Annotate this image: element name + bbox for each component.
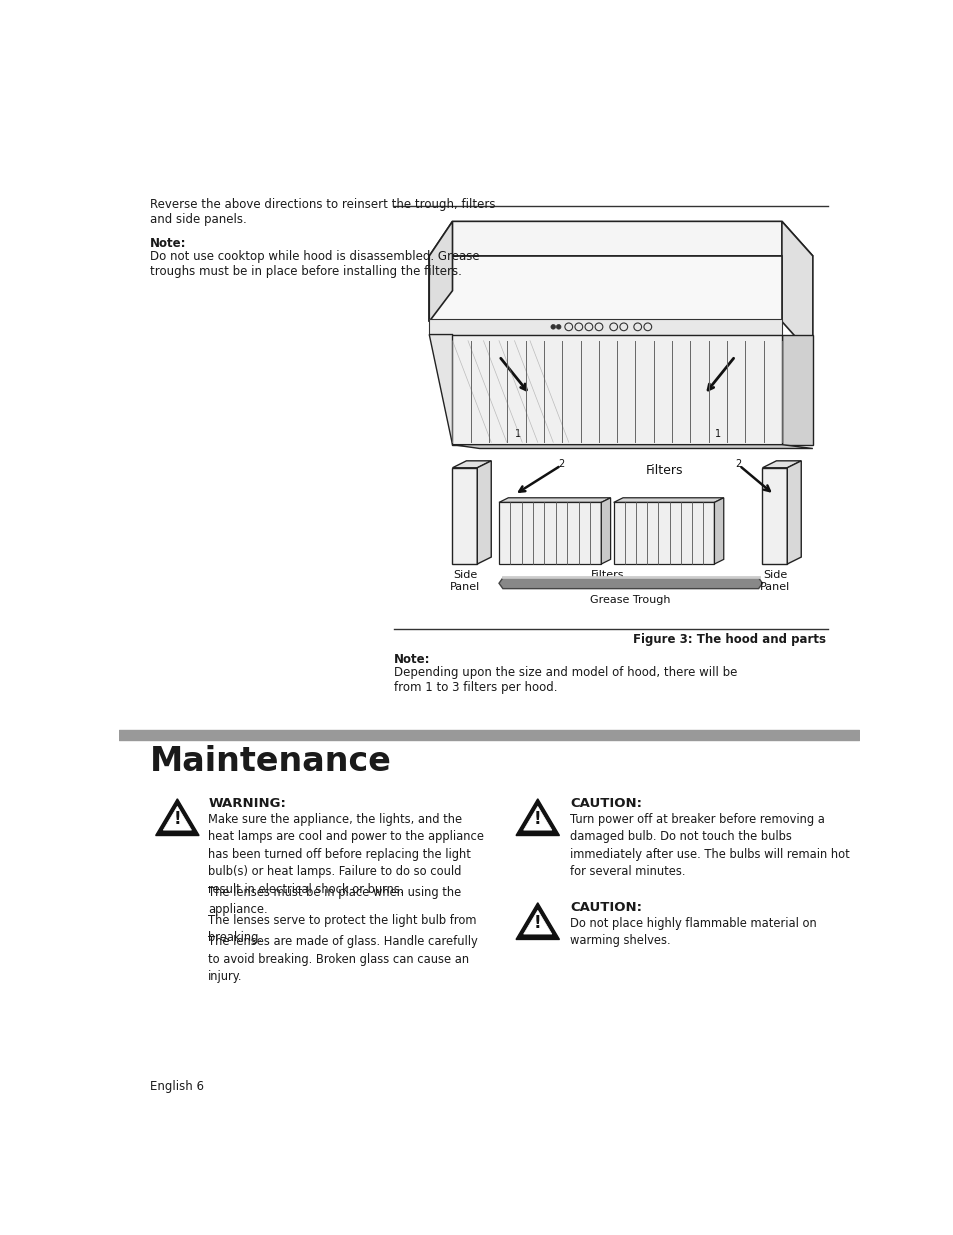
Text: Reverse the above directions to reinsert the trough, filters
and side panels.: Reverse the above directions to reinsert… [150, 199, 496, 226]
Text: English 6: English 6 [150, 1079, 204, 1093]
Polygon shape [155, 799, 199, 836]
Text: 2: 2 [558, 459, 564, 469]
Text: Filters: Filters [645, 464, 683, 477]
Text: The lenses must be in place when using the
appliance.: The lenses must be in place when using t… [208, 885, 461, 916]
Polygon shape [761, 461, 801, 468]
Polygon shape [452, 445, 812, 448]
Text: Do not use cooktop while hood is disassembled. Grease
troughs must be in place b: Do not use cooktop while hood is disasse… [150, 249, 479, 278]
Text: Turn power off at breaker before removing a
damaged bulb. Do not touch the bulbs: Turn power off at breaker before removin… [570, 813, 849, 878]
Polygon shape [429, 221, 452, 321]
Text: Depending upon the size and model of hood, there will be
from 1 to 3 filters per: Depending upon the size and model of hoo… [394, 666, 737, 694]
Polygon shape [498, 498, 610, 503]
Text: Side
Panel: Side Panel [449, 571, 479, 592]
Polygon shape [516, 903, 558, 940]
Text: 1: 1 [514, 430, 520, 440]
Text: CAUTION:: CAUTION: [570, 798, 641, 810]
Polygon shape [476, 461, 491, 564]
Text: Maintenance: Maintenance [150, 745, 392, 778]
Text: The lenses serve to protect the light bulb from
breaking.: The lenses serve to protect the light bu… [208, 914, 476, 944]
Text: Do not place highly flammable material on
warming shelves.: Do not place highly flammable material o… [570, 916, 816, 947]
Polygon shape [498, 578, 761, 589]
Text: 1: 1 [714, 430, 720, 440]
Polygon shape [600, 498, 610, 564]
Text: Filters: Filters [590, 571, 623, 580]
Text: !: ! [534, 914, 541, 932]
Polygon shape [781, 221, 812, 356]
Polygon shape [523, 910, 551, 934]
Text: WARNING:: WARNING: [208, 798, 286, 810]
Polygon shape [429, 221, 812, 256]
Text: Note:: Note: [394, 652, 431, 666]
Text: Side
Panel: Side Panel [759, 571, 789, 592]
Polygon shape [714, 498, 723, 564]
Polygon shape [452, 335, 781, 445]
Polygon shape [761, 468, 786, 564]
Text: !: ! [173, 810, 181, 829]
Polygon shape [786, 461, 801, 564]
Polygon shape [781, 335, 812, 445]
Circle shape [550, 325, 555, 330]
Polygon shape [429, 256, 781, 321]
Polygon shape [523, 806, 551, 830]
Polygon shape [452, 468, 476, 564]
Text: Make sure the appliance, the lights, and the
heat lamps are cool and power to th: Make sure the appliance, the lights, and… [208, 813, 484, 895]
Text: !: ! [534, 810, 541, 829]
Text: 2: 2 [735, 459, 740, 469]
Polygon shape [163, 806, 192, 830]
Text: Note:: Note: [150, 237, 187, 249]
Polygon shape [498, 503, 600, 564]
Text: The lenses are made of glass. Handle carefully
to avoid breaking. Broken glass c: The lenses are made of glass. Handle car… [208, 935, 477, 983]
Polygon shape [613, 503, 714, 564]
Text: Grease Trough: Grease Trough [590, 595, 670, 605]
Polygon shape [429, 319, 781, 335]
Text: Figure 3: The hood and parts: Figure 3: The hood and parts [633, 634, 825, 646]
Polygon shape [613, 498, 723, 503]
Polygon shape [452, 461, 491, 468]
Polygon shape [516, 799, 558, 836]
Polygon shape [429, 335, 479, 445]
Text: CAUTION:: CAUTION: [570, 902, 641, 914]
Circle shape [556, 325, 560, 330]
